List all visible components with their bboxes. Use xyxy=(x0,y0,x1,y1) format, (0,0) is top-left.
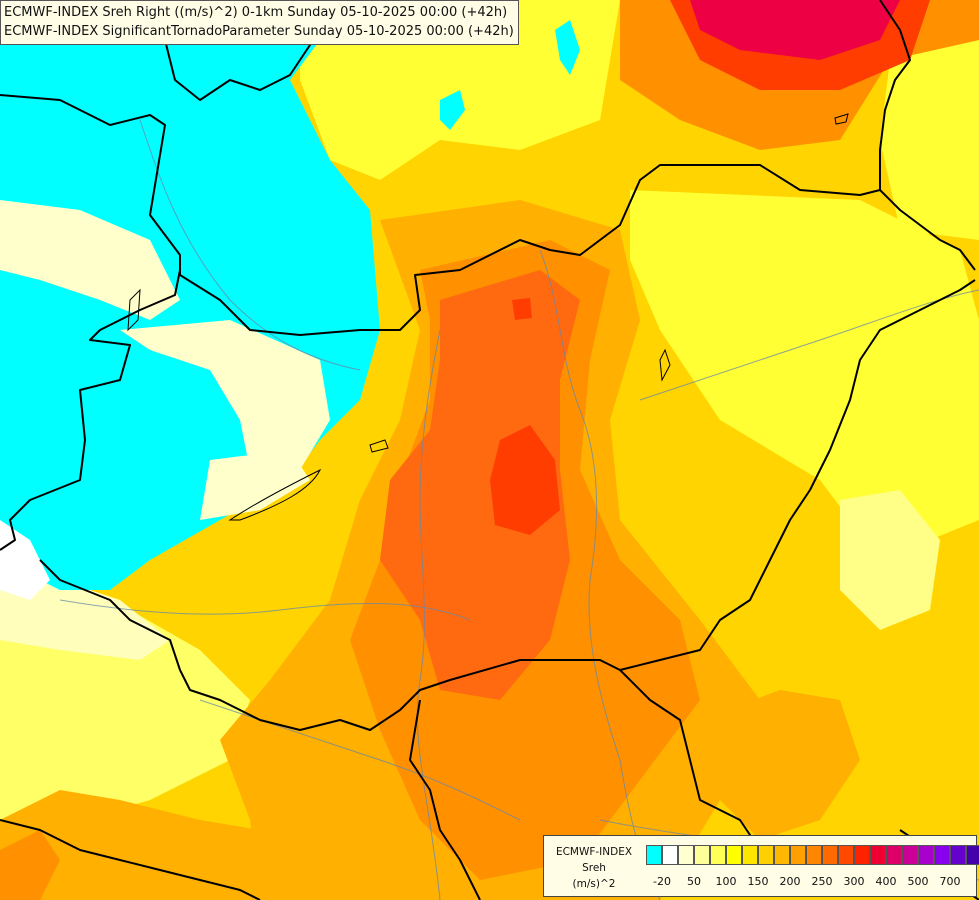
red-orange-core xyxy=(490,425,560,535)
legend-variable: Sreh xyxy=(582,862,606,874)
legend-tick-label: 700 xyxy=(939,875,961,888)
yellow-region-east xyxy=(630,190,979,560)
map-title-box: ECMWF-INDEX Sreh Right ((m/s)^2) 0-1km S… xyxy=(0,0,519,45)
legend-swatch xyxy=(966,845,979,865)
white-patch-southwest xyxy=(0,520,50,600)
light-yellow-region-west xyxy=(0,600,250,830)
orange-spot-southwest xyxy=(0,830,60,900)
title-line-sreh: ECMWF-INDEX Sreh Right ((m/s)^2) 0-1km S… xyxy=(4,5,508,20)
legend-swatch-row xyxy=(646,845,979,865)
legend-swatch xyxy=(950,845,966,865)
pale-strip xyxy=(200,450,310,520)
legend-swatch xyxy=(870,845,886,865)
legend-swatch xyxy=(918,845,934,865)
legend-tick-label: 150 xyxy=(747,875,769,888)
yellow-region-northeast xyxy=(880,40,979,240)
legend-tick-label: 50 xyxy=(687,875,701,888)
legend-swatch xyxy=(790,845,806,865)
orange-region-south xyxy=(0,790,270,900)
cyan-lake-north xyxy=(440,90,465,130)
legend-swatch xyxy=(742,845,758,865)
orange-region-southeast xyxy=(700,690,860,840)
title-line-stp: ECMWF-INDEX SignificantTornadoParameter … xyxy=(4,24,514,39)
legend-swatch xyxy=(902,845,918,865)
legend-swatch xyxy=(694,845,710,865)
orange-dark-region xyxy=(380,270,580,700)
color-legend: ECMWF-INDEX Sreh (m/s)^2 -20 50 100 150 200 2… xyxy=(543,835,979,897)
legend-swatch xyxy=(678,845,694,865)
legend-swatch xyxy=(854,845,870,865)
legend-tick-label: -20 xyxy=(653,875,671,888)
legend-tick-label: 200 xyxy=(779,875,801,888)
legend-tick-label: 400 xyxy=(875,875,897,888)
legend-swatch xyxy=(822,845,838,865)
legend-swatch xyxy=(838,845,854,865)
pale-patch-central xyxy=(120,320,330,470)
legend-tick-label: 300 xyxy=(843,875,865,888)
legend-swatch xyxy=(646,845,662,865)
legend-tick-label: 100 xyxy=(715,875,737,888)
legend-swatch xyxy=(886,845,902,865)
yellow-spot-east xyxy=(840,490,940,630)
legend-tick-label: 500 xyxy=(907,875,929,888)
legend-swatch xyxy=(758,845,774,865)
legend-swatch xyxy=(806,845,822,865)
legend-tick-label: 250 xyxy=(811,875,833,888)
red-orange-spot-north xyxy=(512,298,532,320)
legend-swatch xyxy=(774,845,790,865)
pale-patch-west xyxy=(0,200,180,320)
legend-title: ECMWF-INDEX xyxy=(555,846,633,858)
cyan-lake-northeast xyxy=(555,20,580,75)
lake-outlines xyxy=(127,113,849,521)
legend-swatch xyxy=(934,845,950,865)
legend-swatch xyxy=(710,845,726,865)
legend-unit: (m/s)^2 xyxy=(572,878,616,890)
crimson-maximum xyxy=(690,0,900,60)
legend-swatch xyxy=(662,845,678,865)
legend-swatch xyxy=(726,845,742,865)
